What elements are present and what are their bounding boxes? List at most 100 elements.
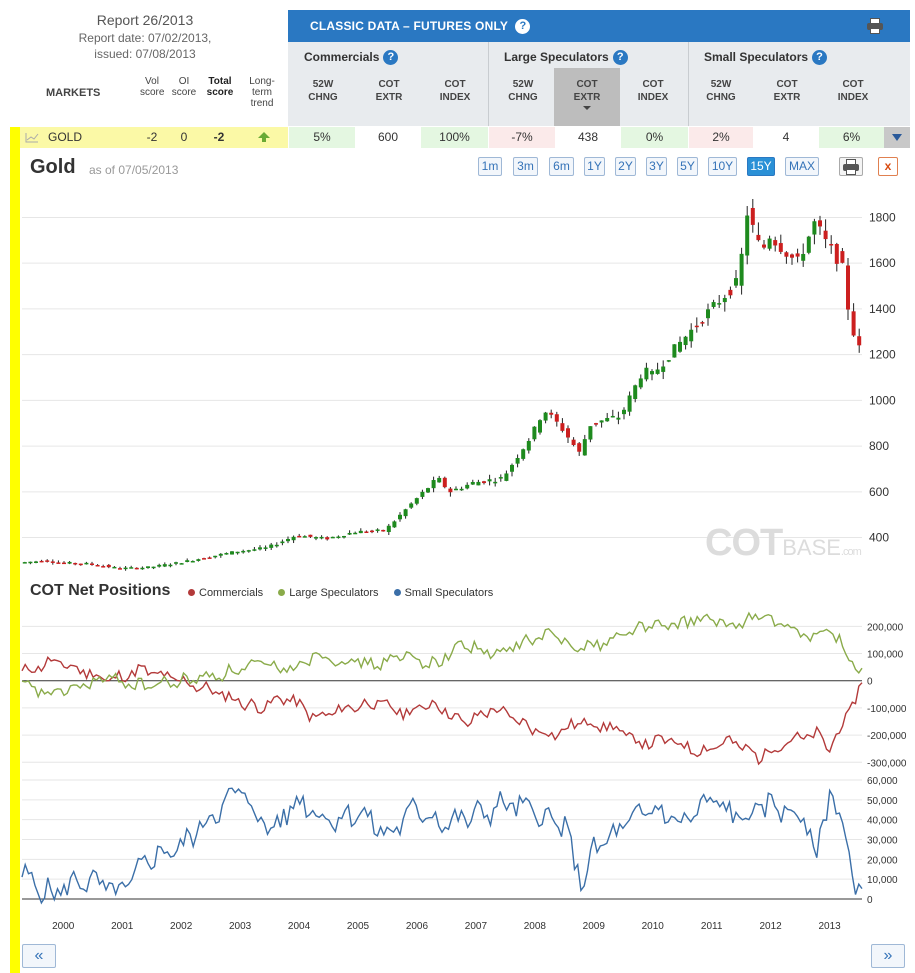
comm-cot-extr: 600 xyxy=(355,127,421,148)
candle-body xyxy=(829,243,834,246)
print-icon[interactable] xyxy=(866,18,884,34)
candle-body xyxy=(235,551,240,554)
col-cot-extr-sorted[interactable]: COT EXTR xyxy=(554,68,620,126)
legend-label: Large Speculators xyxy=(289,587,379,599)
cot-y-tick: -200,000 xyxy=(867,731,907,742)
range-5y-button[interactable]: 5Y xyxy=(677,157,698,176)
candle-body xyxy=(717,303,722,305)
chart-title: Gold xyxy=(30,156,76,178)
expand-dropdown-button[interactable] xyxy=(884,127,910,148)
candle-body xyxy=(280,541,285,544)
candle-body xyxy=(409,503,414,508)
oi-score: 0 xyxy=(180,130,188,144)
candle-body xyxy=(594,423,598,425)
cot-lines xyxy=(21,611,863,766)
col-52w-chng[interactable]: 52W CHNG xyxy=(490,68,556,126)
candle-body xyxy=(314,537,318,539)
candle-body xyxy=(39,560,44,563)
candle-body xyxy=(437,477,442,483)
col-cot-extr[interactable]: COT EXTR xyxy=(754,68,820,126)
range-1m-button[interactable]: 1m xyxy=(478,157,502,176)
legend-large-speculators[interactable]: Large Speculators xyxy=(278,587,379,599)
chart-icon[interactable] xyxy=(25,132,39,143)
candle-body xyxy=(700,322,705,324)
price-y-tick: 600 xyxy=(869,485,889,499)
price-y-axis: 400 600 800 1000 1200 1400 1600 1800 xyxy=(869,210,896,544)
candle-body xyxy=(207,557,212,559)
candle-body xyxy=(123,567,128,570)
price-candles xyxy=(22,198,862,571)
col-l2: INDEX xyxy=(637,92,669,103)
small-y-axis: 0 10,000 20,000 30,000 40,000 50,000 60,000 xyxy=(867,776,898,906)
range-15y-button[interactable]: 15Y xyxy=(747,157,775,176)
range-3m-button[interactable]: 3m xyxy=(513,157,538,176)
candle-body xyxy=(112,566,117,569)
candle-body xyxy=(801,253,806,261)
legend-commercials[interactable]: Commercials xyxy=(188,587,263,599)
trend-header-l3: trend xyxy=(250,98,274,109)
candle-body xyxy=(224,553,229,555)
candle-body xyxy=(605,417,610,422)
candle-body xyxy=(745,215,750,256)
help-icon[interactable]: ? xyxy=(515,19,531,35)
candle-body xyxy=(476,481,481,486)
candle-body xyxy=(739,253,744,286)
classic-data-bar: CLASSIC DATA – FUTURES ONLY ? xyxy=(288,10,910,42)
col-52w-chng[interactable]: 52W CHNG xyxy=(688,68,754,126)
chart-print-button[interactable] xyxy=(839,157,863,176)
small-y-tick: 20,000 xyxy=(867,855,898,866)
candle-body xyxy=(258,547,262,550)
candle-body xyxy=(683,336,688,346)
candle-body xyxy=(521,449,526,459)
help-icon[interactable]: ? xyxy=(383,50,399,66)
candle-body xyxy=(510,464,514,472)
help-icon[interactable]: ? xyxy=(812,50,828,66)
market-row-gold[interactable]: GOLD -2 0 -2 5% 600 100% -7% 438 0% 2% 4… xyxy=(12,127,910,148)
range-max-button[interactable]: MAX xyxy=(785,157,819,176)
range-1y-button[interactable]: 1Y xyxy=(584,157,605,176)
candle-body xyxy=(644,367,649,380)
trend-header[interactable]: Long- term trend xyxy=(246,76,278,109)
close-chart-button[interactable]: x xyxy=(878,157,898,176)
candle-body xyxy=(571,439,576,446)
legend-small-speculators[interactable]: Small Speculators xyxy=(393,587,493,599)
x-tick-label: 2000 xyxy=(52,921,75,932)
candle-body xyxy=(706,309,710,319)
col-52w-chng[interactable]: 52W CHNG xyxy=(290,68,356,126)
total-score-header[interactable]: Total score xyxy=(204,76,236,98)
vol-score: -2 xyxy=(146,130,158,144)
col-cot-index[interactable]: COT INDEX xyxy=(820,68,886,126)
range-2y-button[interactable]: 2Y xyxy=(615,157,636,176)
candle-body xyxy=(840,251,845,263)
previous-button[interactable]: « xyxy=(22,944,56,968)
col-cot-extr[interactable]: COT EXTR xyxy=(356,68,422,126)
candle-body xyxy=(45,560,50,562)
vol-score-header[interactable]: Vol score xyxy=(140,76,164,98)
candle-body xyxy=(190,560,195,563)
market-name[interactable]: GOLD xyxy=(48,130,83,144)
candle-body xyxy=(325,537,330,540)
group-commercials: Commercials? 52W CHNG COT EXTR COT INDEX xyxy=(288,42,488,126)
range-6m-button[interactable]: 6m xyxy=(549,157,574,176)
candle-body xyxy=(622,409,626,415)
oi-score-header[interactable]: OI score xyxy=(170,76,198,98)
price-y-tick: 1600 xyxy=(869,256,896,270)
help-icon[interactable]: ? xyxy=(612,50,628,66)
range-3y-button[interactable]: 3Y xyxy=(646,157,667,176)
candle-body xyxy=(28,561,33,564)
chevron-down-icon xyxy=(892,134,902,141)
col-cot-index[interactable]: COT INDEX xyxy=(620,68,686,126)
x-tick-label: 2010 xyxy=(642,921,665,932)
next-button[interactable]: » xyxy=(871,944,905,968)
candle-body xyxy=(498,477,503,479)
col-cot-index[interactable]: COT INDEX xyxy=(422,68,488,126)
candle-body xyxy=(823,230,828,240)
cot-legend: Commercials Large Speculators Small Spec… xyxy=(188,587,505,599)
candle-body xyxy=(218,553,223,556)
candle-body xyxy=(185,560,190,562)
candle-body xyxy=(347,532,352,535)
cot-y-tick: 100,000 xyxy=(867,650,904,661)
range-10y-button[interactable]: 10Y xyxy=(708,157,737,176)
candle-body xyxy=(694,325,699,328)
col-l2: EXTR xyxy=(773,92,801,103)
